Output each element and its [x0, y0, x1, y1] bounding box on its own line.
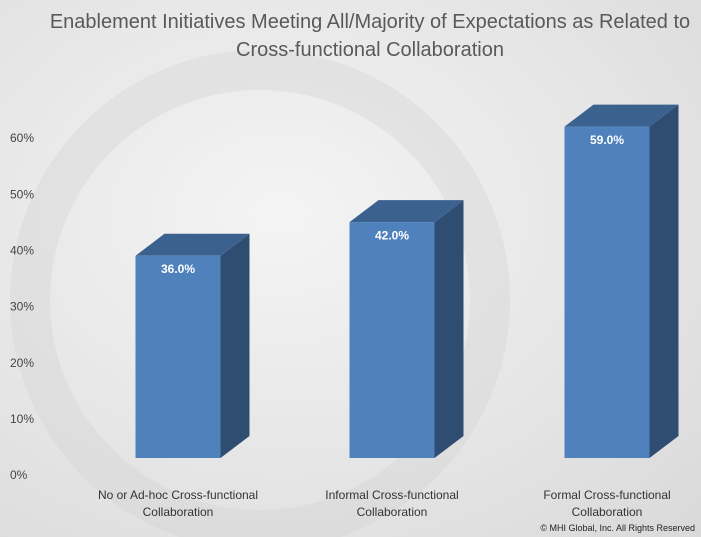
y-tick-label: 60%	[10, 131, 34, 145]
background-gear	[10, 50, 510, 537]
bar	[349, 222, 435, 458]
bar-side	[220, 233, 250, 458]
x-tick-label: Formal Cross-functional Collaboration	[543, 488, 671, 519]
footnote: © MHI Global, Inc. All Rights Reserved	[540, 523, 695, 533]
value-label: 59.0%	[590, 133, 624, 147]
x-tick-label: No or Ad-hoc Cross-functional Collaborat…	[97, 488, 259, 519]
bar-top	[564, 104, 679, 127]
bar	[564, 126, 650, 458]
y-tick-label: 40%	[10, 244, 34, 258]
y-tick-label: 20%	[10, 356, 34, 370]
bar-top	[135, 233, 250, 256]
bar-side	[649, 104, 679, 458]
bar-top	[349, 200, 464, 223]
bar	[135, 255, 221, 458]
x-tick-label: Informal Cross-functional Collaboration	[325, 488, 459, 519]
y-tick-label: 0%	[10, 468, 28, 482]
value-label: 36.0%	[161, 262, 195, 276]
chart-title: Enablement Initiatives Meeting All/Major…	[49, 11, 691, 61]
y-tick-label: 30%	[10, 300, 34, 314]
value-label: 42.0%	[375, 228, 409, 242]
y-tick-label: 50%	[10, 187, 34, 201]
bar-side	[434, 200, 464, 458]
y-tick-label: 10%	[10, 412, 34, 426]
